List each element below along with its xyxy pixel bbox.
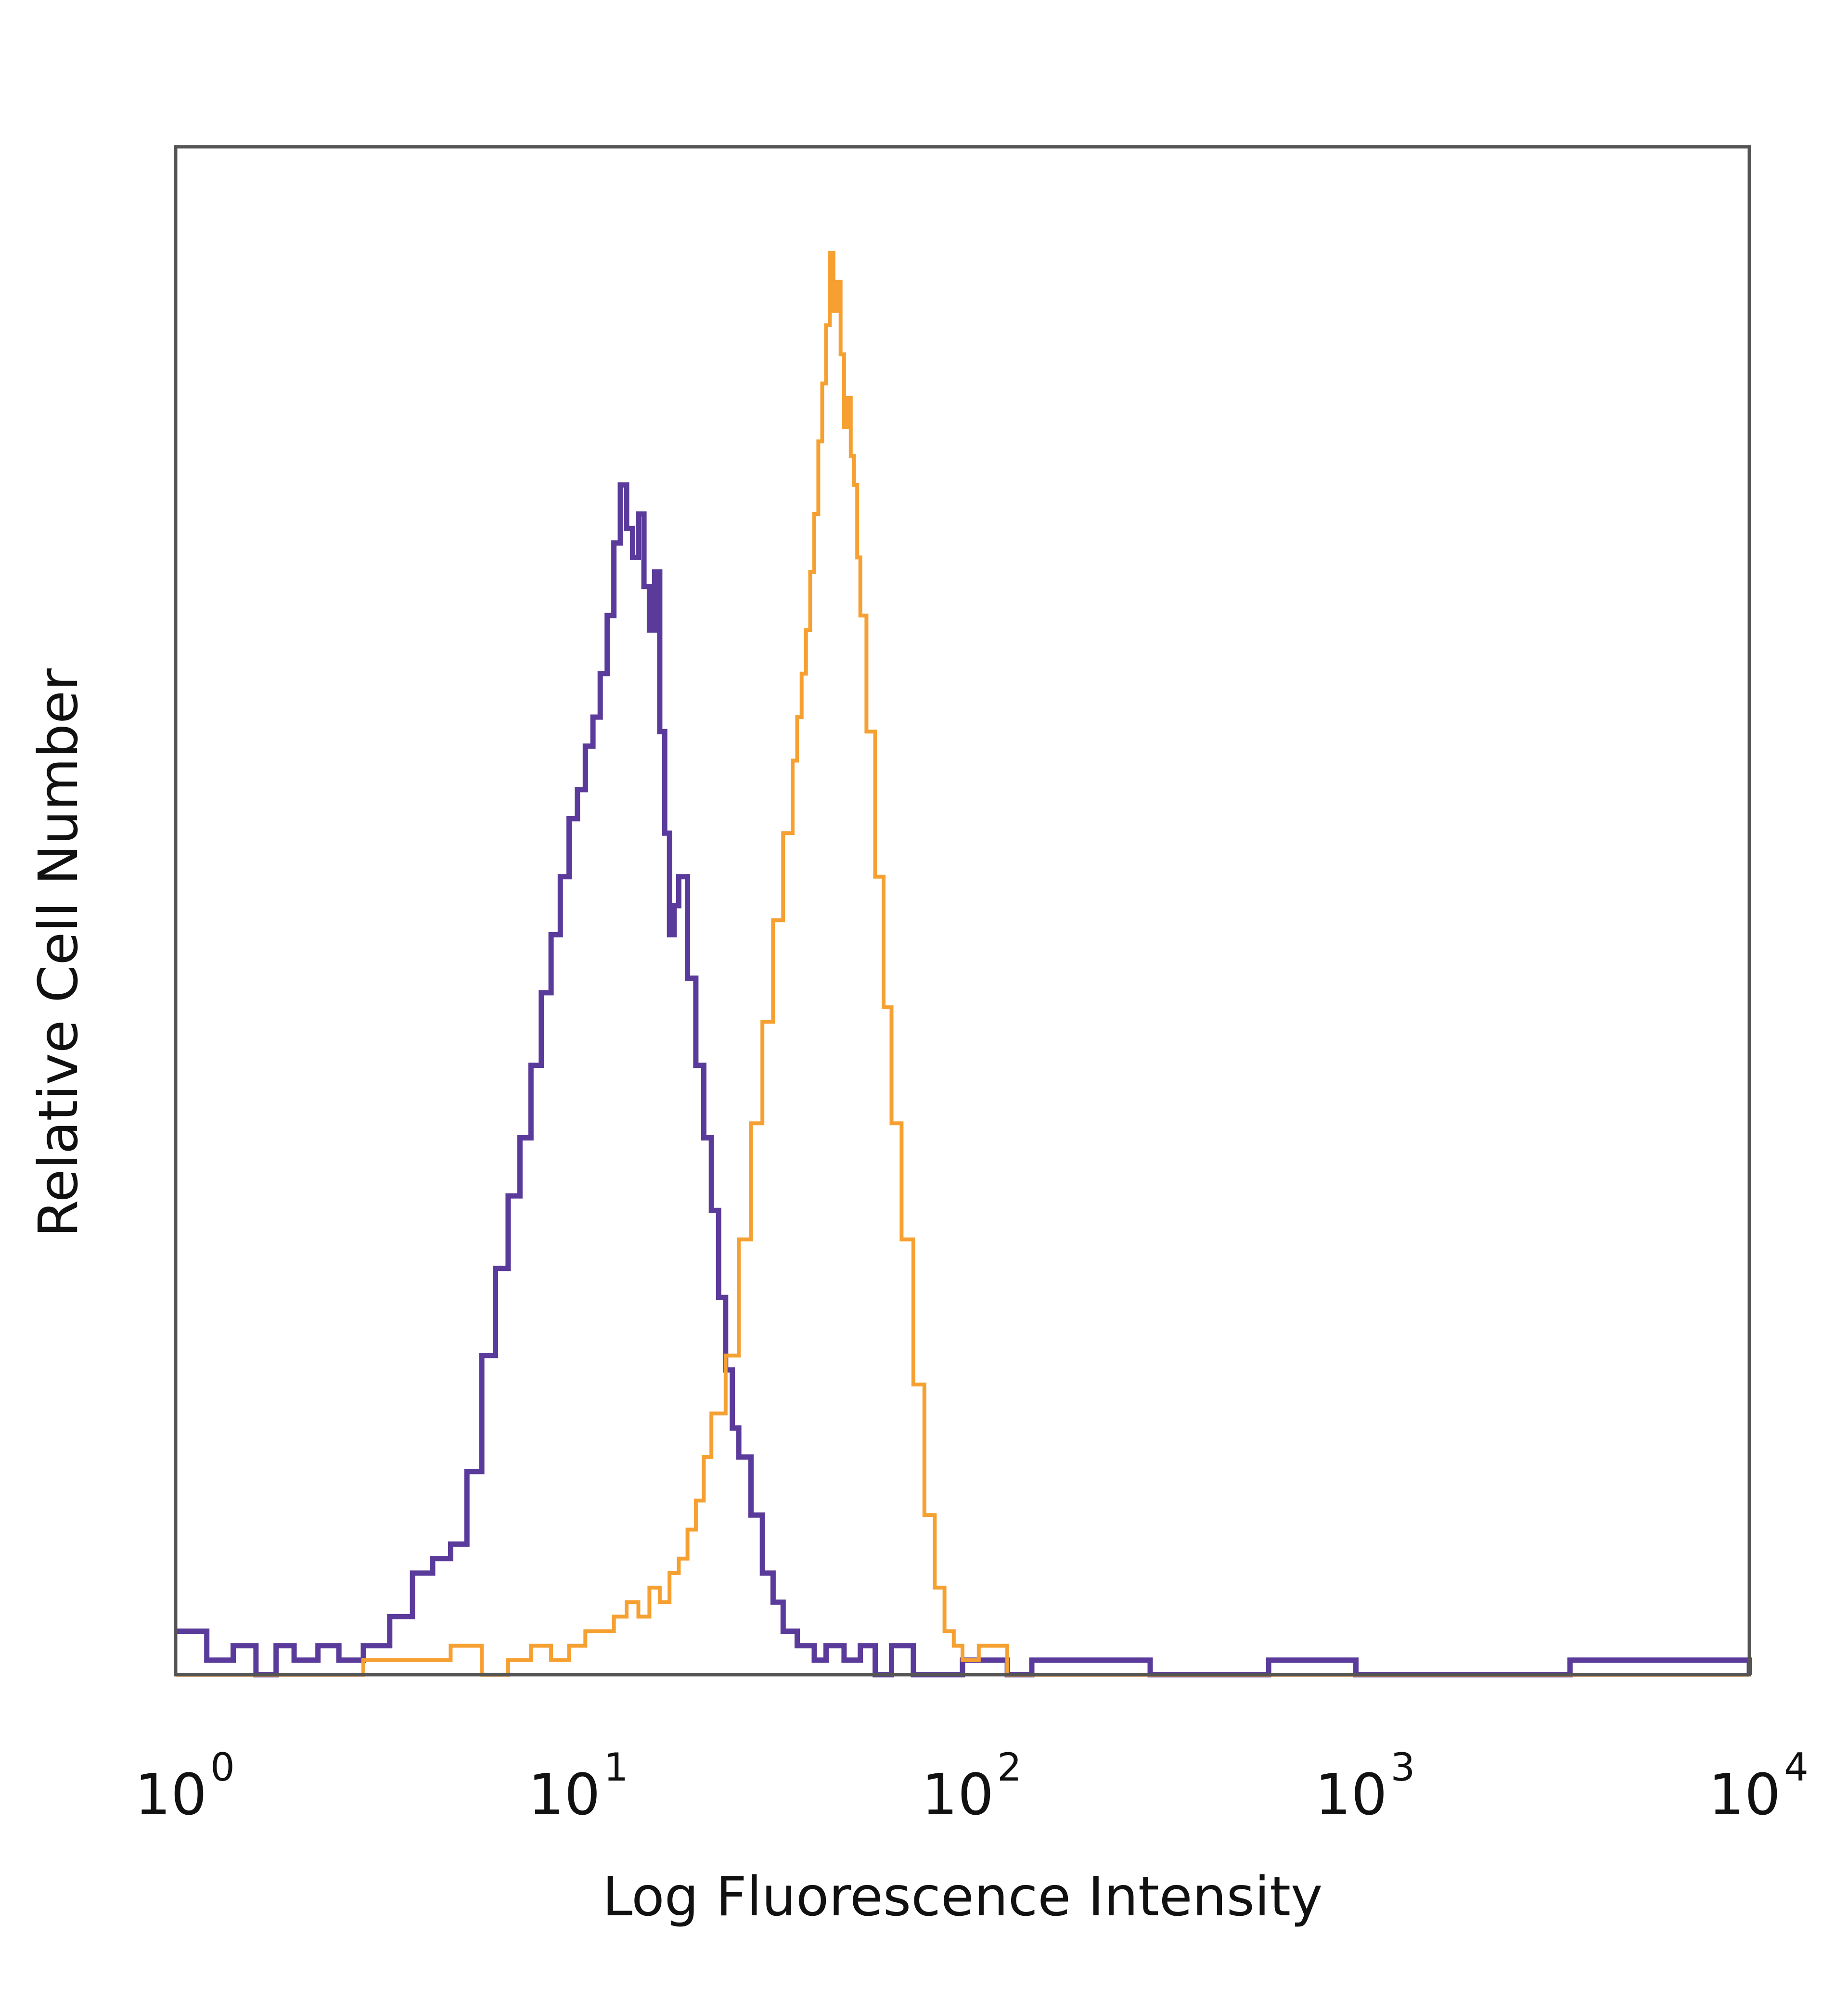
x-tick-exponent: 0 xyxy=(210,1745,235,1790)
x-tick-exponent: 1 xyxy=(604,1745,629,1790)
x-tick-base: 10 xyxy=(1708,1761,1781,1828)
x-tick-base: 10 xyxy=(922,1761,994,1828)
x-tick-labels: 10 0 10 1 10 2 10 3 10 4 xyxy=(135,1745,1809,1828)
histogram-series-1 xyxy=(176,482,1752,1678)
x-tick-exponent: 2 xyxy=(997,1745,1022,1790)
x-tick-base: 10 xyxy=(1315,1761,1387,1828)
x-tick-label: 10 4 xyxy=(1708,1745,1809,1828)
histogram-series-2 xyxy=(176,251,1749,1677)
x-tick-exponent: 4 xyxy=(1784,1745,1809,1790)
y-axis-title: Relative Cell Number xyxy=(27,668,90,1237)
x-tick-label: 10 2 xyxy=(922,1745,1022,1828)
x-tick-base: 10 xyxy=(528,1761,600,1828)
x-tick-exponent: 3 xyxy=(1391,1745,1415,1790)
series-layer xyxy=(176,251,1752,1678)
x-tick-label: 10 0 xyxy=(135,1745,235,1828)
x-tick-base: 10 xyxy=(135,1761,207,1828)
plot-frame xyxy=(174,145,1751,1677)
x-tick-label: 10 3 xyxy=(1315,1745,1415,1828)
x-axis-title: Log Fluorescence Intensity xyxy=(603,1866,1323,1928)
x-tick-label: 10 1 xyxy=(528,1745,628,1828)
